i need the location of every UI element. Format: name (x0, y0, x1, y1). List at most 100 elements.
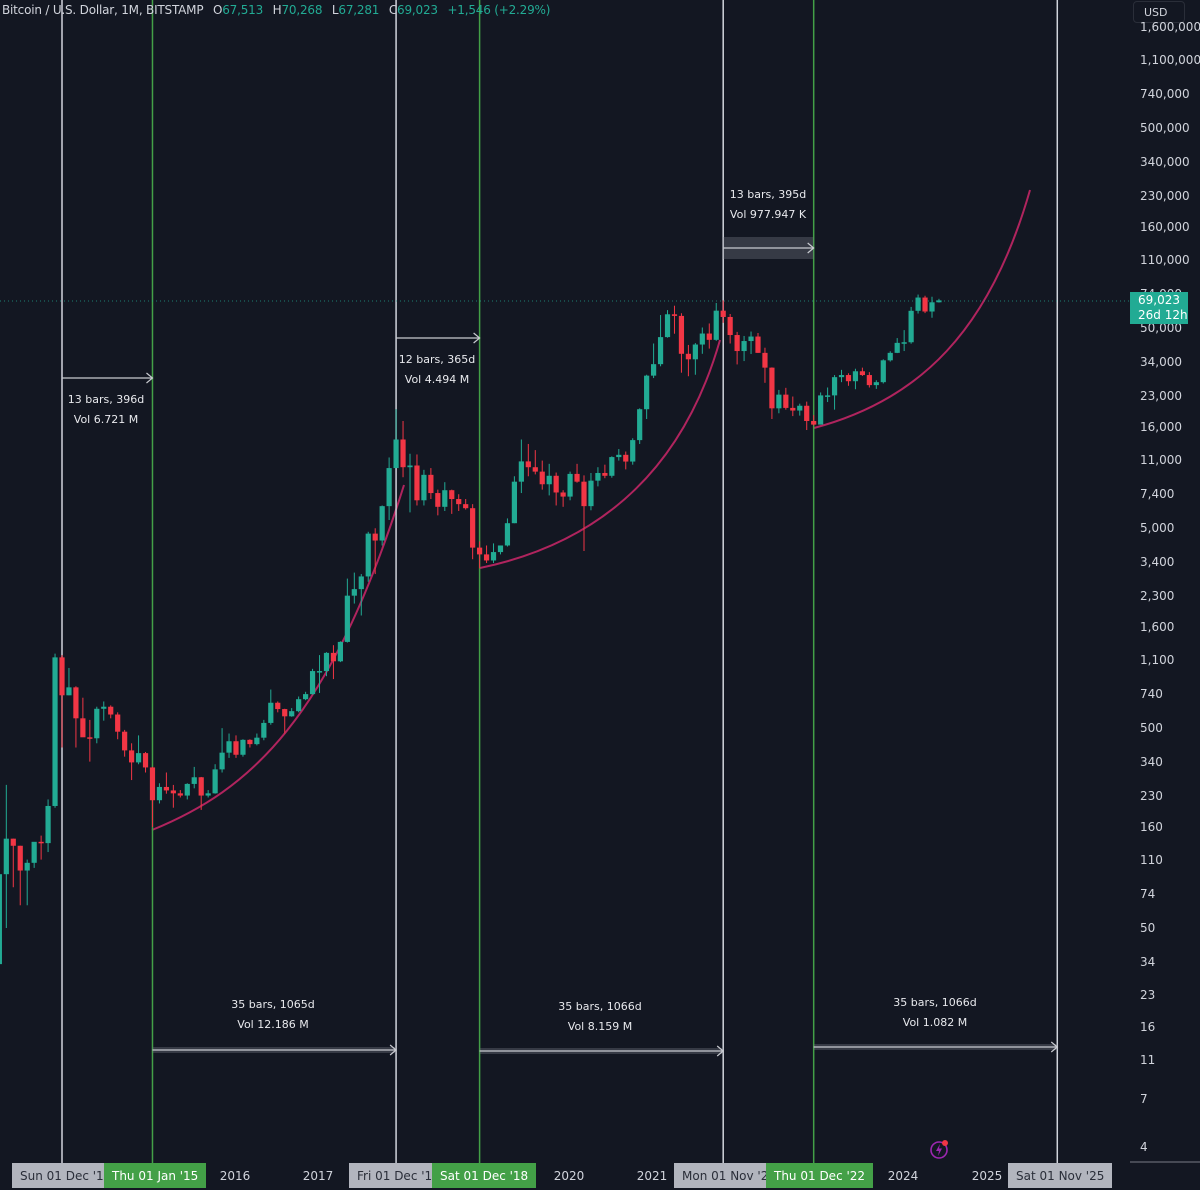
candle-body (678, 315, 685, 354)
time-axis-label: 2016 (219, 1169, 251, 1183)
range-annotation: 35 bars, 1065d Vol 12.186 M (231, 995, 314, 1035)
candle-body (3, 838, 9, 875)
time-axis-label: 2020 (553, 1169, 585, 1183)
range-annotation-line: 13 bars, 395d (729, 188, 807, 201)
time-axis-date-badge: Thu 01 Dec '22 (766, 1163, 874, 1188)
candle-body (212, 769, 218, 794)
candle-body (734, 335, 740, 352)
price-axis-label: 50,000 (1140, 321, 1182, 336)
curve-drawings (151, 189, 1031, 831)
range-annotation-line: Vol 12.186 M (237, 1018, 309, 1031)
arrow-head-icon (716, 1045, 725, 1057)
price-axis-label: 7 (1140, 1091, 1148, 1106)
candle-body (0, 874, 2, 965)
candle-body (685, 353, 691, 360)
last-price-tag: 69,023 26d 12h (1130, 292, 1188, 324)
candle-body (254, 737, 260, 745)
candle-body (581, 481, 587, 507)
candle-body (330, 652, 337, 662)
candle-body (727, 316, 733, 336)
lightning-icon[interactable] (929, 1139, 949, 1159)
candle-body (87, 737, 93, 739)
candle-body (303, 694, 309, 700)
time-axis-date-badge: Sun 01 Dec '13 (12, 1163, 120, 1188)
price-axis-label: 500 (1140, 721, 1163, 736)
candle-body (407, 465, 413, 468)
candle-body (553, 475, 559, 493)
candle-body (149, 767, 156, 801)
time-axis-label: 2025 (971, 1169, 1003, 1183)
price-axis-label: 3,400 (1140, 554, 1175, 569)
candle-body (435, 493, 441, 507)
curve-drawing[interactable] (813, 189, 1031, 429)
price-axis-label: 1,600 (1140, 620, 1175, 635)
price-axis-label: 74 (1140, 887, 1156, 901)
candle-body (880, 360, 886, 383)
last-price-value: 69,023 (1138, 293, 1180, 307)
candle-body (449, 490, 455, 500)
candle-body (713, 310, 719, 340)
candle-body (588, 480, 594, 507)
range-annotation: 13 bars, 395d Vol 977.947 K (730, 185, 806, 225)
candle-body (623, 454, 629, 462)
candle-body (859, 371, 865, 376)
candle-body (511, 481, 517, 524)
curve-drawing[interactable] (479, 339, 721, 569)
candle-body (630, 440, 636, 462)
price-axis-label: 1,100 (1140, 652, 1175, 667)
candle-body (762, 352, 768, 368)
close-label: C (388, 3, 398, 17)
candle-body (66, 687, 72, 696)
candle-body (504, 523, 511, 546)
range-annotation-line: Vol 8.159 M (567, 1020, 633, 1033)
time-axis-date-badge: Mon 01 Nov '21 (674, 1163, 785, 1188)
range-annotation-line: Vol 6.721 M (73, 413, 139, 426)
time-axis-date-badge: Fri 01 Dec '17 (349, 1163, 448, 1188)
candle-body (386, 468, 392, 507)
candle-body (240, 739, 246, 755)
price-axis-label: 16 (1140, 1019, 1156, 1034)
candle-body (275, 702, 281, 710)
candle-body (699, 333, 705, 345)
range-annotation-line: 13 bars, 396d (67, 393, 145, 406)
candle-body (797, 405, 803, 411)
candle-body (80, 718, 86, 738)
price-axis-label: 2,300 (1140, 588, 1175, 603)
candle-body (901, 342, 907, 344)
vertical-markers (61, 0, 1059, 1163)
candle-body (38, 841, 44, 844)
candle-body (156, 786, 163, 801)
price-axis-label: 340,000 (1140, 154, 1190, 169)
candle-body (73, 687, 79, 719)
candle-body (393, 439, 399, 469)
candle-body (748, 336, 754, 342)
time-axis-date-badge: Sat 01 Nov '25 (1008, 1163, 1113, 1188)
candle-body (825, 395, 831, 397)
candle-body (289, 711, 295, 717)
candle-body (45, 805, 51, 844)
currency-button[interactable]: USD (1133, 1, 1185, 23)
curve-drawing[interactable] (151, 484, 405, 831)
candle-body (783, 394, 789, 408)
price-axis-label: 34 (1140, 954, 1156, 969)
date-range-measures[interactable] (62, 237, 1059, 1057)
range-annotation-line: Vol 977.947 K (729, 208, 807, 221)
candle-body (609, 457, 615, 476)
candle-body (838, 375, 845, 378)
candle-body (10, 838, 16, 846)
candle-body (518, 461, 524, 482)
low-label: L (331, 3, 339, 17)
candle-body (177, 793, 183, 796)
price-axis-label: 340 (1140, 754, 1163, 769)
symbol-title[interactable]: Bitcoin / U.S. Dollar, 1M, BITSTAMP (2, 3, 204, 17)
candle-body (428, 474, 434, 494)
candle-body (463, 504, 469, 509)
open-value: 67,513 (222, 3, 264, 17)
candle-body (351, 589, 357, 596)
candle-body (115, 714, 121, 732)
candle-body (873, 382, 879, 386)
price-axis-label: 110 (1140, 852, 1163, 867)
candle-body (741, 341, 747, 352)
candle-body (247, 739, 253, 745)
